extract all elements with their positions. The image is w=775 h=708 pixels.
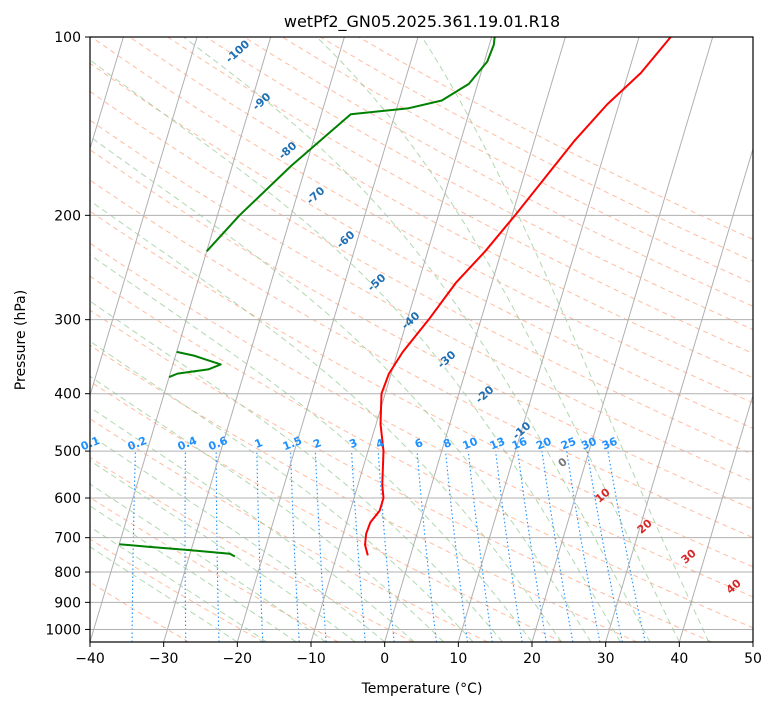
- dewpoint-line: [205, 37, 496, 252]
- y-tick-label: 200: [54, 208, 81, 224]
- dry-adiabat-line: [90, 309, 712, 642]
- mixing-ratio-label: 30: [579, 435, 598, 453]
- moist-adiabat-line: [90, 59, 621, 642]
- x-tick-label: −40: [75, 651, 105, 667]
- x-tick-label: −10: [296, 651, 326, 667]
- dry-adiabat-line: [90, 242, 753, 598]
- mixing-ratio-line: [467, 451, 493, 642]
- moist-adiabat-line: [90, 136, 592, 642]
- moist-adiabat-line: [90, 340, 474, 642]
- dry-adiabat-line: [90, 90, 753, 456]
- moist-adiabat-line: [90, 200, 562, 642]
- dry-adiabat-line: [91, 37, 753, 404]
- dry-adiabat-line: [90, 380, 563, 642]
- moist-adiabat-line: [90, 483, 327, 642]
- isotherm-line: [384, 37, 566, 642]
- x-tick-label: 20: [523, 651, 541, 667]
- temperature-line: [364, 37, 672, 556]
- y-tick-label: 100: [54, 30, 81, 46]
- mixing-ratio-line: [517, 451, 547, 642]
- y-tick-label: 900: [54, 595, 81, 611]
- dry-adiabat-line: [90, 344, 638, 642]
- dry-adiabat-line: [90, 275, 753, 629]
- x-tick-label: 50: [744, 651, 762, 667]
- moist-adiabat-line: [183, 37, 651, 642]
- dewpoint-line: [168, 350, 222, 379]
- moist-adiabat-line: [90, 375, 444, 642]
- moist-adiabat-line: [90, 300, 503, 642]
- y-tick-label: 300: [54, 313, 81, 329]
- y-tick-label: 600: [54, 491, 81, 507]
- dry-adiabat-line: [90, 581, 190, 642]
- isobars: [90, 37, 753, 630]
- dewpoint-line: [119, 543, 236, 558]
- y-tick-label: 800: [54, 565, 81, 581]
- isotherm-line: [236, 37, 419, 642]
- y-axis-title: Pressure (hPa): [13, 290, 29, 390]
- profile-series: [119, 37, 672, 558]
- y-tick-label: 700: [54, 531, 81, 547]
- mixing-ratio-label: 20: [534, 435, 553, 453]
- moist-adiabat-line: [421, 37, 710, 642]
- x-tick-label: −20: [223, 651, 253, 667]
- mixing-ratio-label: 36: [600, 435, 619, 453]
- y-tick-label: 500: [54, 444, 81, 460]
- mixing-ratio-label: 2: [311, 436, 323, 451]
- isotherm-line: [90, 37, 272, 642]
- x-axis-title: Temperature (°C): [361, 681, 483, 697]
- mixing-ratio-label: 16: [510, 435, 529, 453]
- mixing-ratio-line: [495, 451, 523, 642]
- moist-adiabat-line: [316, 37, 680, 642]
- mixing-ratio-line: [607, 451, 646, 642]
- mixing-ratio-line: [416, 451, 437, 642]
- isotherm-line: [90, 37, 198, 398]
- dry-adiabat-line: [90, 149, 753, 510]
- x-tick-label: 40: [670, 651, 688, 667]
- dry-adiabat-line: [90, 418, 488, 642]
- moist-adiabat-line: [90, 406, 415, 642]
- x-tick-label: 30: [597, 651, 615, 667]
- dry-adiabat-line: [167, 37, 753, 354]
- mixing-ratio-label: 25: [559, 435, 578, 453]
- moist-adiabat-line: [90, 505, 297, 642]
- chart-title: wetPf2_GN05.2025.361.19.01.R18: [284, 12, 560, 32]
- x-tick-label: 0: [380, 651, 389, 667]
- moist-adiabat-line: [90, 254, 533, 642]
- plot-frame: [89, 36, 754, 643]
- background-lines: [90, 37, 753, 642]
- x-tick-label: 10: [449, 651, 467, 667]
- isotherm-line: [310, 37, 493, 642]
- mixing-ratio-line: [445, 451, 469, 642]
- mixing-ratio-label: 3: [347, 436, 359, 451]
- isotherm-line: [457, 37, 640, 642]
- moist-adiabat-line: [90, 459, 356, 642]
- isotherm-line: [678, 393, 753, 642]
- y-tick-label: 1000: [45, 622, 81, 638]
- y-tick-label: 400: [54, 387, 81, 403]
- y-axis: 1000 900 800 700 600 500 400 300 200 100: [45, 30, 90, 638]
- mixing-ratio-label: 10: [461, 435, 480, 453]
- x-tick-label: −30: [149, 651, 179, 667]
- isotherm-line: [605, 146, 753, 642]
- isotherm-line: [531, 37, 714, 642]
- mixing-ratio-line: [351, 451, 366, 642]
- mixing-ratio-label: 13: [488, 435, 507, 453]
- mixing-ratio-label: 8: [441, 436, 453, 451]
- dry-adiabat-line: [205, 37, 753, 331]
- dry-adiabat-line: [90, 538, 264, 642]
- isotherm-line: [163, 37, 345, 642]
- mixing-ratio-label: 1: [253, 436, 265, 451]
- dry-adiabat-line: [281, 37, 753, 285]
- isotherm-line: [90, 37, 124, 151]
- x-axis: −40 −30 −20 −10 0 10 20 30 40 50: [75, 642, 762, 667]
- mixing-ratio-line: [377, 451, 395, 642]
